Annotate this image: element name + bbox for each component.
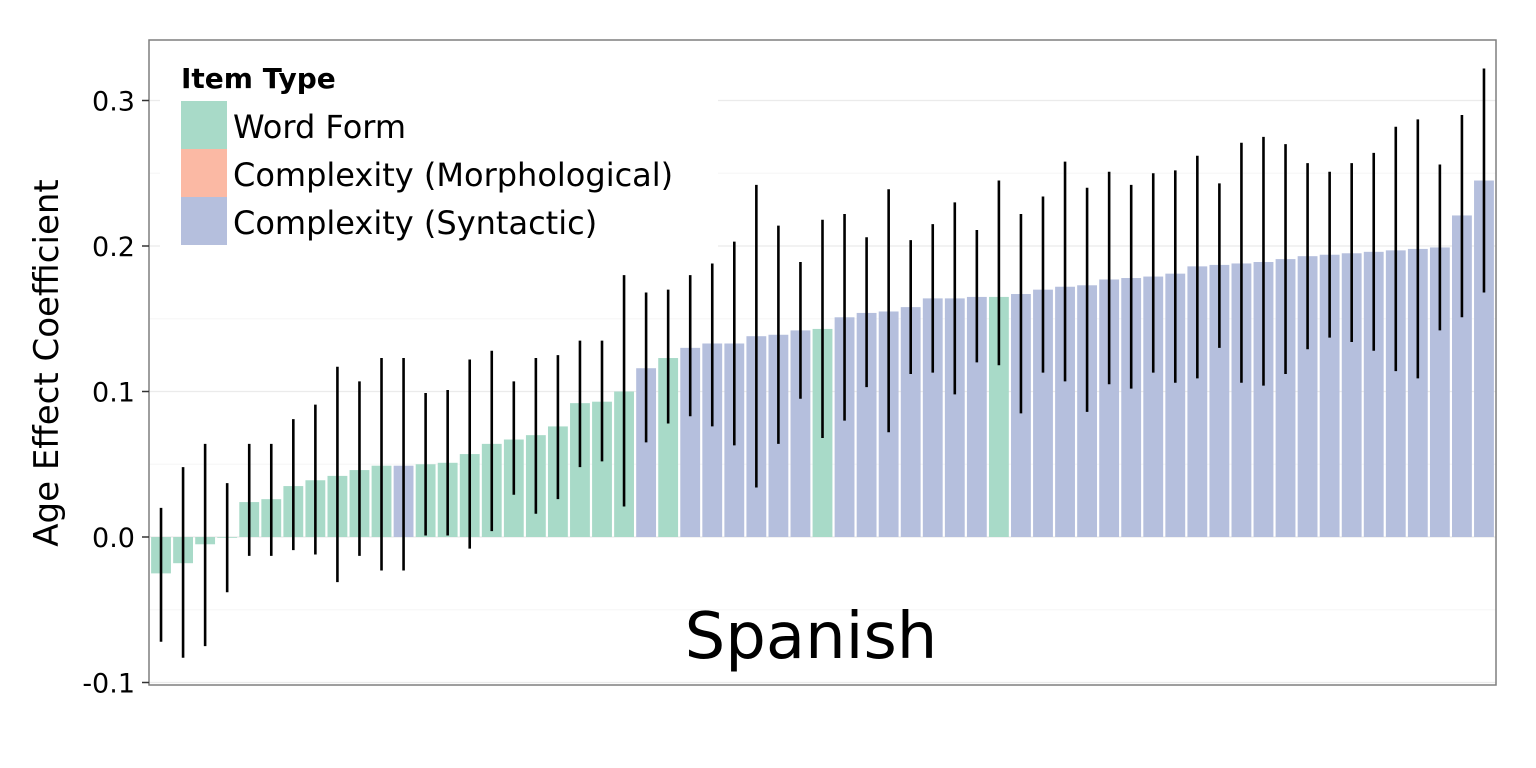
plot-frame bbox=[148, 39, 1497, 686]
legend-swatch-word-form bbox=[181, 101, 227, 149]
bar bbox=[988, 296, 1009, 537]
bar bbox=[1231, 263, 1252, 537]
bar bbox=[1253, 262, 1274, 537]
bar bbox=[1452, 215, 1472, 537]
bar bbox=[834, 317, 855, 537]
bar bbox=[1363, 251, 1384, 537]
legend-label-word-form: Word Form bbox=[233, 108, 406, 146]
bar bbox=[790, 330, 811, 537]
y-tick-label: 0.1 bbox=[92, 378, 135, 409]
bar bbox=[856, 312, 877, 537]
bar bbox=[592, 401, 612, 537]
bar bbox=[570, 403, 590, 537]
panel-label: Spanish bbox=[685, 600, 938, 674]
bar bbox=[1275, 259, 1296, 537]
y-tick-label: 0.3 bbox=[92, 87, 135, 118]
bar bbox=[1143, 276, 1164, 537]
bar bbox=[922, 298, 943, 537]
bar bbox=[680, 347, 701, 537]
bar bbox=[1099, 279, 1120, 537]
legend-swatch-morphological bbox=[181, 149, 227, 197]
bar bbox=[1297, 256, 1318, 537]
bar bbox=[1474, 180, 1494, 537]
bar bbox=[1187, 266, 1208, 537]
bar bbox=[1319, 254, 1340, 538]
bar bbox=[1055, 286, 1075, 537]
y-tick-label: 0.0 bbox=[92, 523, 135, 554]
bar bbox=[900, 307, 921, 537]
bar bbox=[966, 296, 987, 537]
bar bbox=[944, 298, 965, 537]
bar bbox=[1341, 253, 1362, 537]
bar bbox=[1033, 289, 1053, 537]
legend-swatch-syntactic bbox=[181, 197, 227, 245]
bar bbox=[1121, 278, 1142, 537]
bar bbox=[702, 343, 723, 537]
error-bars bbox=[159, 68, 1486, 658]
bar bbox=[636, 368, 657, 537]
bar bbox=[1407, 248, 1428, 537]
legend-title: Item Type bbox=[181, 62, 336, 95]
bar bbox=[1011, 294, 1031, 537]
y-axis: -0.1 0.0 0.1 0.2 0.3 bbox=[82, 87, 149, 700]
y-tick-label: -0.1 bbox=[82, 669, 135, 700]
legend-background bbox=[160, 50, 718, 252]
bar bbox=[1165, 273, 1186, 537]
bar bbox=[658, 358, 679, 537]
bar bbox=[1429, 247, 1450, 537]
bar bbox=[1209, 264, 1230, 537]
y-tick-label: 0.2 bbox=[92, 232, 135, 263]
bar bbox=[1385, 250, 1406, 538]
legend-label-morphological: Complexity (Morphological) bbox=[233, 156, 673, 194]
y-axis-title: Age Effect Coefficient bbox=[27, 179, 67, 547]
legend: Item Type Word Form Complexity (Morpholo… bbox=[160, 50, 718, 252]
legend-label-syntactic: Complexity (Syntactic) bbox=[233, 204, 597, 242]
